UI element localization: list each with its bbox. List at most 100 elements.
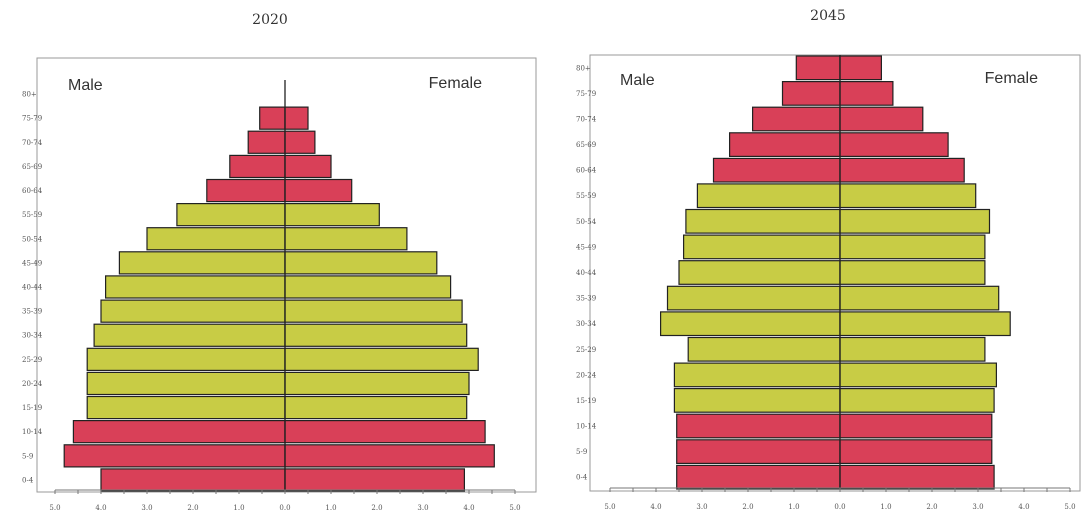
bar-male-35-39 <box>666 285 841 311</box>
age-tick-label: 70-74 <box>576 116 597 124</box>
bar-female-15-19 <box>839 388 995 413</box>
pyramid-2045: 2045 Male Female 0-4 5-9 10-14 15-19 20-24 25… <box>576 8 1081 511</box>
x-tick-label: 5.0 <box>1064 503 1075 511</box>
age-tick-label: 25-29 <box>22 356 42 364</box>
x-tick-label: 2.0 <box>926 503 937 511</box>
bar-male-25-29 <box>86 347 286 371</box>
bars <box>63 80 495 492</box>
x-tick-label: 3.0 <box>417 504 428 512</box>
age-tick-label: 35-39 <box>22 308 42 316</box>
x-tick-label: 5.0 <box>49 504 60 512</box>
x-tick-label: 3.0 <box>141 504 152 512</box>
bar-female-25-29 <box>284 347 479 371</box>
age-tick-label: 10-14 <box>576 423 597 431</box>
bar-female-10-14 <box>284 420 486 444</box>
bar-male-50-54 <box>685 208 841 234</box>
bar-male-40-44 <box>104 275 286 299</box>
chart-title: 2020 <box>252 12 288 28</box>
bar-female-60-64 <box>284 178 353 203</box>
x-tick-label: 4.0 <box>463 504 474 512</box>
bar-male-45-49 <box>118 251 286 275</box>
bar-male-5-9 <box>676 439 841 464</box>
bar-male-25-29 <box>687 336 841 362</box>
x-tick-label: 0.0 <box>279 504 290 512</box>
bar-female-50-54 <box>839 208 991 234</box>
bar-male-35-39 <box>100 299 286 323</box>
bar-female-30-34 <box>284 323 468 347</box>
bar-female-65-69 <box>284 154 332 179</box>
bar-female-20-24 <box>839 362 997 388</box>
age-tick-label: 30-34 <box>22 332 43 340</box>
bar-female-5-9 <box>839 439 993 464</box>
bar-male-40-44 <box>678 260 841 285</box>
bar-male-10-14 <box>676 413 841 439</box>
bar-male-30-34 <box>93 323 286 347</box>
bar-female-40-44 <box>284 275 452 299</box>
age-axis: 0-4 5-9 10-14 15-19 20-24 25-29 30-34 35-39 40-4… <box>576 64 597 481</box>
bar-male-75-79 <box>781 80 841 106</box>
bar-male-70-74 <box>247 130 286 154</box>
bar-male-50-54 <box>146 227 286 251</box>
age-tick-label: 5-9 <box>22 452 33 460</box>
x-tick-label: 3.0 <box>696 503 707 511</box>
bar-female-75-79 <box>839 80 894 106</box>
x-axis: 5.0 4.0 3.0 2.0 1.0 0.0 1.0 2.0 3.0 4.0 5.0 <box>604 487 1076 511</box>
bar-male-65-69 <box>728 132 841 158</box>
bar-male-65-69 <box>229 154 286 179</box>
age-tick-label: 15-19 <box>576 397 596 405</box>
bar-female-75-79 <box>284 106 309 130</box>
bar-female-40-44 <box>839 260 986 285</box>
age-tick-label: 30-34 <box>576 320 597 328</box>
x-axis: 5.0 4.0 3.0 2.0 1.0 0.0 1.0 2.0 3.0 4.0 5.0 <box>49 489 521 512</box>
bar-female-15-19 <box>284 395 468 420</box>
bar-male-70-74 <box>751 106 841 132</box>
bar-female-20-24 <box>284 371 470 396</box>
x-tick-label: 4.0 <box>1018 503 1029 511</box>
age-tick-label: 45-49 <box>576 243 596 251</box>
bar-male-20-24 <box>673 362 841 388</box>
bar-male-60-64 <box>712 157 841 183</box>
age-tick-label: 20-24 <box>576 371 597 379</box>
x-tick-label: 0.0 <box>834 503 845 511</box>
bar-female-45-49 <box>284 251 438 275</box>
age-tick-label: 45-49 <box>22 259 42 267</box>
bar-female-5-9 <box>284 444 495 468</box>
bar-female-25-29 <box>839 336 986 362</box>
x-tick-label: 5.0 <box>604 503 615 511</box>
age-tick-label: 50-54 <box>22 235 43 243</box>
bar-male-0-4 <box>100 468 286 492</box>
male-label: Male <box>68 77 103 94</box>
age-tick-label: 75-79 <box>576 90 596 98</box>
x-tick-label: 4.0 <box>95 504 106 512</box>
x-tick-label: 2.0 <box>371 504 382 512</box>
bar-male-15-19 <box>673 388 841 413</box>
bar-female-30-34 <box>839 311 1011 337</box>
bar-male-15-19 <box>86 395 286 420</box>
age-tick-label: 35-39 <box>576 295 596 303</box>
age-tick-label: 10-14 <box>22 428 43 436</box>
age-tick-label: 60-64 <box>576 167 597 175</box>
bar-male-5-9 <box>63 444 286 468</box>
age-tick-label: 15-19 <box>22 404 42 412</box>
x-tick-label: 3.0 <box>972 503 983 511</box>
age-tick-label: 65-69 <box>22 163 42 171</box>
bar-male-80+ <box>795 55 841 81</box>
bar-female-55-59 <box>284 203 380 227</box>
bar-female-0-4 <box>284 468 465 492</box>
bar-male-10-14 <box>72 420 286 444</box>
age-tick-label: 60-64 <box>22 187 43 195</box>
age-tick-label: 65-69 <box>576 141 596 149</box>
bar-male-45-49 <box>682 234 841 260</box>
x-tick-label: 1.0 <box>788 503 799 511</box>
x-tick-label: 5.0 <box>509 504 520 512</box>
bar-female-10-14 <box>839 413 993 439</box>
bar-male-75-79 <box>259 106 286 130</box>
plot-frame <box>36 57 537 493</box>
bar-male-20-24 <box>86 371 286 396</box>
bar-female-70-74 <box>284 130 316 154</box>
age-tick-label: 5-9 <box>576 448 587 456</box>
age-axis: 0-4 5-9 10-14 15-19 20-24 25-29 30-34 35-39 40-4… <box>22 91 43 485</box>
age-tick-label: 40-44 <box>22 284 43 292</box>
bar-female-60-64 <box>839 157 965 183</box>
